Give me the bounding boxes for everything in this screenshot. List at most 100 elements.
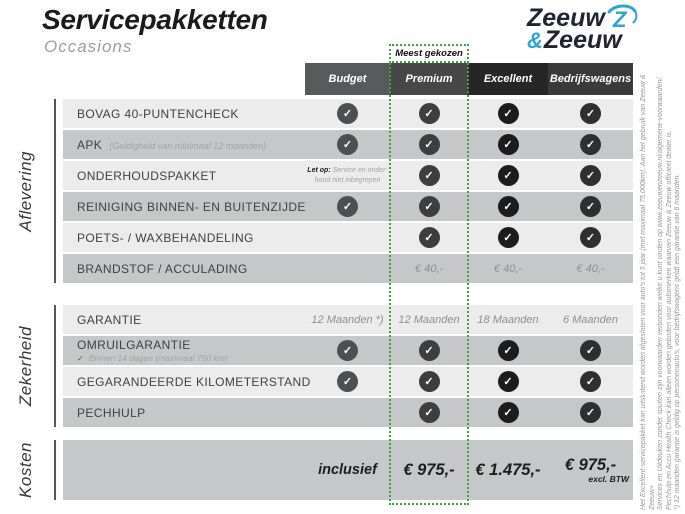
svg-text:Z: Z — [612, 7, 628, 31]
cell-value: € 40,- — [576, 262, 605, 275]
cell-check: ✓ — [548, 398, 633, 427]
disclaimer: Het Excellent-servicepakket kan uitsluit… — [640, 58, 683, 510]
row-label: POETS- / WAXBEHANDELING — [77, 230, 254, 245]
row-sublabel: (Geldigheid van minimaal 12 maanden) — [109, 140, 267, 151]
cell-check: ✓ — [468, 99, 548, 128]
cell-check: ✓ — [548, 130, 633, 159]
check-icon: ✓ — [418, 227, 440, 248]
cell-check: ✓ — [390, 192, 468, 221]
check-icon: ✓ — [580, 371, 601, 392]
cell-check: ✓ — [468, 223, 548, 252]
check-icon: ✓ — [580, 165, 601, 186]
cell-check: ✓ — [468, 367, 548, 396]
check-icon: ✓ — [77, 354, 84, 363]
row-label: ONDERHOUDSPAKKET — [77, 168, 217, 183]
logo-word-1: Zeeuw — [527, 4, 605, 32]
check-icon: ✓ — [418, 134, 440, 155]
check-icon: ✓ — [418, 103, 440, 124]
cell-note: Let op: Service en onder-houd niet inbeg… — [307, 167, 388, 184]
cell-check: ✓ — [548, 367, 633, 396]
check-icon: ✓ — [497, 165, 519, 186]
cell-price: € 975,- — [403, 460, 455, 479]
cell-check: ✓ — [390, 99, 468, 128]
section-kosten: inclusief € 975,- € 1.475,- € 975,- excl. BT… — [0, 440, 685, 500]
check-icon: ✓ — [418, 196, 440, 217]
table-row: GEGARANDEERDE KILOMETERSTAND ✓ ✓ ✓ ✓ — [63, 367, 633, 396]
brand-logo: Zeeuw Z &Zeeuw — [527, 4, 638, 54]
row-label: PECHHULP — [77, 405, 146, 420]
row-label: REINIGING BINNEN- EN BUITENZIJDE — [77, 199, 306, 214]
cell-check: ✓ — [548, 223, 633, 252]
cell-value: € 40,- — [493, 262, 523, 275]
disclaimer-line: Pechhulp en Accu Health Check kan alleen… — [665, 130, 673, 510]
row-label: GEGARANDEERDE KILOMETERSTAND — [77, 374, 311, 389]
check-icon: ✓ — [497, 402, 519, 423]
row-label-cell: APK (Geldigheid van minimaal 12 maanden) — [63, 130, 305, 159]
cell-value: € 40,- — [414, 262, 444, 275]
logo-ampersand: & — [527, 28, 543, 53]
section-label: Aflevering — [16, 150, 35, 232]
cell-check: ✓ — [390, 336, 468, 365]
column-header-excellent: Excellent — [468, 63, 548, 95]
check-icon: ✓ — [337, 340, 358, 361]
table-header-row: Budget Premium Excellent Bedrijfswagens — [305, 63, 633, 95]
check-icon: ✓ — [337, 103, 358, 124]
section-zekerheid: GARANTIE 12 Maanden *) 12 Maanden 18 Maande… — [0, 305, 685, 427]
table-row: BOVAG 40-PUNTENCHECK ✓ ✓ ✓ ✓ — [63, 99, 633, 128]
table-row: PECHHULP ✓ ✓ ✓ — [63, 398, 633, 427]
table-row: OMRUILGARANTIE ✓ Binnen 14 dagen (maximaal… — [63, 336, 633, 365]
column-header-premium: Premium — [390, 63, 468, 95]
row-label-cell — [63, 440, 305, 500]
check-icon: ✓ — [337, 134, 358, 155]
row-label-cell: BOVAG 40-PUNTENCHECK — [63, 99, 305, 128]
most-chosen-badge: Meest gekozen — [389, 44, 469, 63]
section-bracket — [54, 99, 56, 283]
cell-value: 12 Maanden — [398, 313, 460, 326]
row-label-cell: PECHHULP — [63, 398, 305, 427]
row-label-cell: ONDERHOUDSPAKKET — [63, 161, 305, 190]
cell-empty — [305, 254, 390, 283]
column-header-budget: Budget — [305, 63, 390, 95]
row-label: GARANTIE — [77, 312, 142, 327]
check-icon: ✓ — [418, 340, 440, 361]
section-bracket — [54, 440, 56, 500]
cell-check: ✓ — [305, 192, 390, 221]
cell-check: ✓ — [305, 367, 390, 396]
cell-check: ✓ — [305, 130, 390, 159]
check-icon: ✓ — [497, 134, 519, 155]
cell-check: ✓ — [548, 192, 633, 221]
row-label: APK — [77, 137, 103, 152]
cell-check: ✓ — [390, 130, 468, 159]
cell-check: ✓ — [468, 192, 548, 221]
cell-check: ✓ — [548, 99, 633, 128]
row-label-cell: GARANTIE — [63, 305, 305, 334]
section-label: Zekerheid — [16, 325, 35, 407]
disclaimer-line: Services en Uitdeuken zonder spuiten zij… — [657, 75, 664, 510]
section-label: Kosten — [16, 442, 35, 498]
row-label: BOVAG 40-PUNTENCHECK — [77, 106, 239, 121]
cell-value: 12 Maanden *) — [311, 313, 384, 326]
row-label-cell: OMRUILGARANTIE ✓ Binnen 14 dagen (maximaal… — [63, 336, 305, 365]
check-icon: ✓ — [580, 227, 601, 248]
check-icon: ✓ — [497, 371, 519, 392]
zeeuw-z-swoosh-icon: Z — [607, 4, 638, 31]
check-icon: ✓ — [580, 134, 601, 155]
cell-check: ✓ — [305, 99, 390, 128]
row-label-cell: REINIGING BINNEN- EN BUITENZIJDE — [63, 192, 305, 221]
cell-check: ✓ — [305, 336, 390, 365]
check-icon: ✓ — [580, 402, 601, 423]
cell-check: ✓ — [390, 223, 468, 252]
price-subnote: excl. BTW — [588, 474, 629, 485]
table-row: GARANTIE 12 Maanden *) 12 Maanden 18 Maande… — [63, 305, 633, 334]
check-icon: ✓ — [497, 196, 519, 217]
table-row: APK (Geldigheid van minimaal 12 maanden) ✓… — [63, 130, 633, 159]
row-label: BRANDSTOF / ACCULADING — [77, 261, 248, 276]
check-icon: ✓ — [580, 196, 601, 217]
section-aflevering: BOVAG 40-PUNTENCHECK ✓ ✓ ✓ ✓ APK (Geldigheid v… — [0, 99, 685, 283]
logo-word-2: Zeeuw — [543, 26, 622, 54]
check-icon: ✓ — [337, 371, 358, 392]
table-row: inclusief € 975,- € 1.475,- € 975,- excl. BT… — [63, 440, 633, 500]
cell-check: ✓ — [548, 161, 633, 190]
cell-check: ✓ — [468, 161, 548, 190]
